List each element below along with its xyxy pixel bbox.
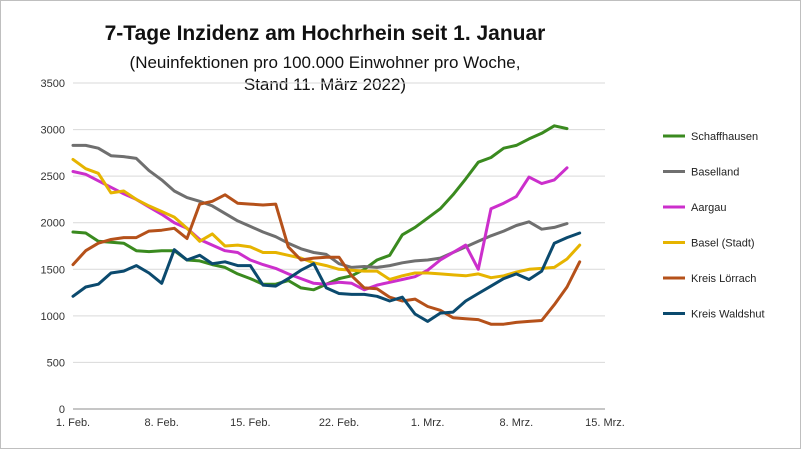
y-tick-label: 3500 <box>41 78 65 90</box>
x-tick-label: 15. Mrz. <box>585 417 625 429</box>
series-line-basel-stadt <box>71 157 582 281</box>
series-line-kreis-waldshut <box>71 231 582 323</box>
y-tick-label: 3000 <box>41 125 65 137</box>
legend-label: Aargau <box>691 202 726 214</box>
series-line-schaffhausen <box>71 124 569 292</box>
legend-label: Schaffhausen <box>691 131 758 143</box>
legend-label: Kreis Lörrach <box>691 273 756 285</box>
y-tick-label: 2000 <box>41 218 65 230</box>
x-tick-label: 1. Feb. <box>56 417 90 429</box>
y-tick-label: 0 <box>59 404 65 416</box>
x-tick-label: 1. Mrz. <box>411 417 445 429</box>
legend-label: Kreis Waldshut <box>691 309 765 321</box>
series-line-kreis-lörrach <box>71 193 582 326</box>
series-line-aargau <box>71 166 569 292</box>
legend-label: Baselland <box>691 167 739 179</box>
legend-label: Basel (Stadt) <box>691 238 755 250</box>
y-tick-label: 2500 <box>41 171 65 183</box>
x-tick-label: 8. Feb. <box>145 417 179 429</box>
y-tick-label: 1000 <box>41 311 65 323</box>
x-tick-label: 8. Mrz. <box>500 417 534 429</box>
y-tick-label: 1500 <box>41 264 65 276</box>
chart-title: 7-Tage Inzidenz am Hochrhein seit 1. Jan… <box>104 22 546 45</box>
chart-subtitle-line2: Stand 11. März 2022) <box>243 75 407 94</box>
y-tick-label: 500 <box>47 357 65 369</box>
x-tick-label: 15. Feb. <box>230 417 270 429</box>
x-tick-label: 22. Feb. <box>319 417 359 429</box>
chart-subtitle-line1: (Neuinfektionen pro 100.000 Einwohner pr… <box>129 53 521 72</box>
